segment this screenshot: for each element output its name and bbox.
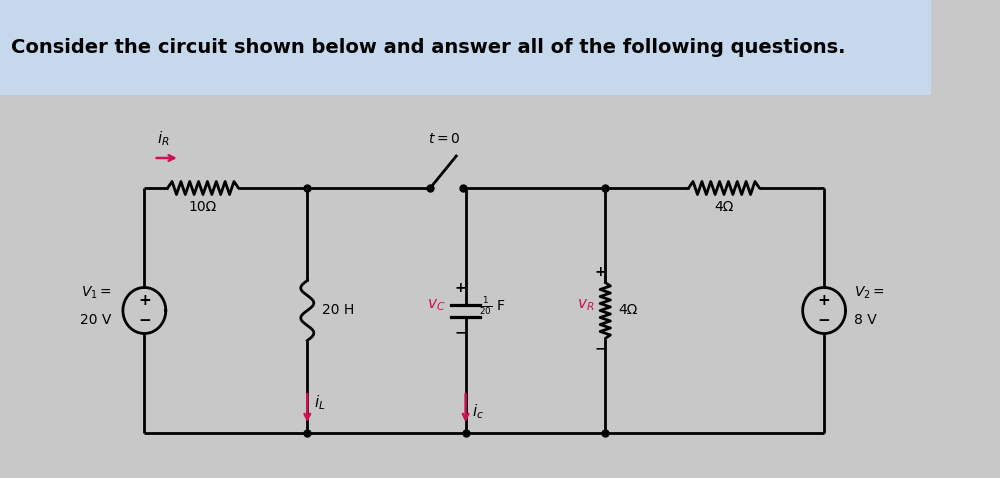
Text: 8 V: 8 V bbox=[854, 314, 877, 327]
Text: 20 V: 20 V bbox=[80, 314, 112, 327]
Text: +: + bbox=[138, 293, 151, 308]
Text: 4Ω: 4Ω bbox=[714, 200, 734, 214]
Text: $i_L$: $i_L$ bbox=[314, 394, 325, 413]
Text: −: − bbox=[454, 326, 466, 339]
Text: $t=0$: $t=0$ bbox=[428, 132, 460, 146]
Text: −: − bbox=[818, 313, 830, 328]
Text: $i_c$: $i_c$ bbox=[472, 402, 484, 421]
Text: F: F bbox=[496, 300, 504, 314]
FancyBboxPatch shape bbox=[0, 0, 931, 95]
Text: $i_R$: $i_R$ bbox=[157, 130, 170, 148]
Text: $V_2=$: $V_2=$ bbox=[854, 284, 885, 301]
Text: −: − bbox=[595, 341, 606, 356]
Text: 4Ω: 4Ω bbox=[618, 304, 638, 317]
Text: $V_1=$: $V_1=$ bbox=[81, 284, 112, 301]
Text: $v_R$: $v_R$ bbox=[577, 298, 594, 314]
Text: −: − bbox=[138, 313, 151, 328]
Text: +: + bbox=[595, 265, 606, 280]
Text: +: + bbox=[818, 293, 830, 308]
Text: $v_C$: $v_C$ bbox=[427, 298, 445, 314]
Text: 10Ω: 10Ω bbox=[189, 200, 217, 214]
Text: $\frac{1}{20}$: $\frac{1}{20}$ bbox=[479, 295, 492, 317]
Text: 20 H: 20 H bbox=[322, 304, 354, 317]
Text: +: + bbox=[454, 282, 466, 295]
Text: Consider the circuit shown below and answer all of the following questions.: Consider the circuit shown below and ans… bbox=[11, 38, 846, 57]
